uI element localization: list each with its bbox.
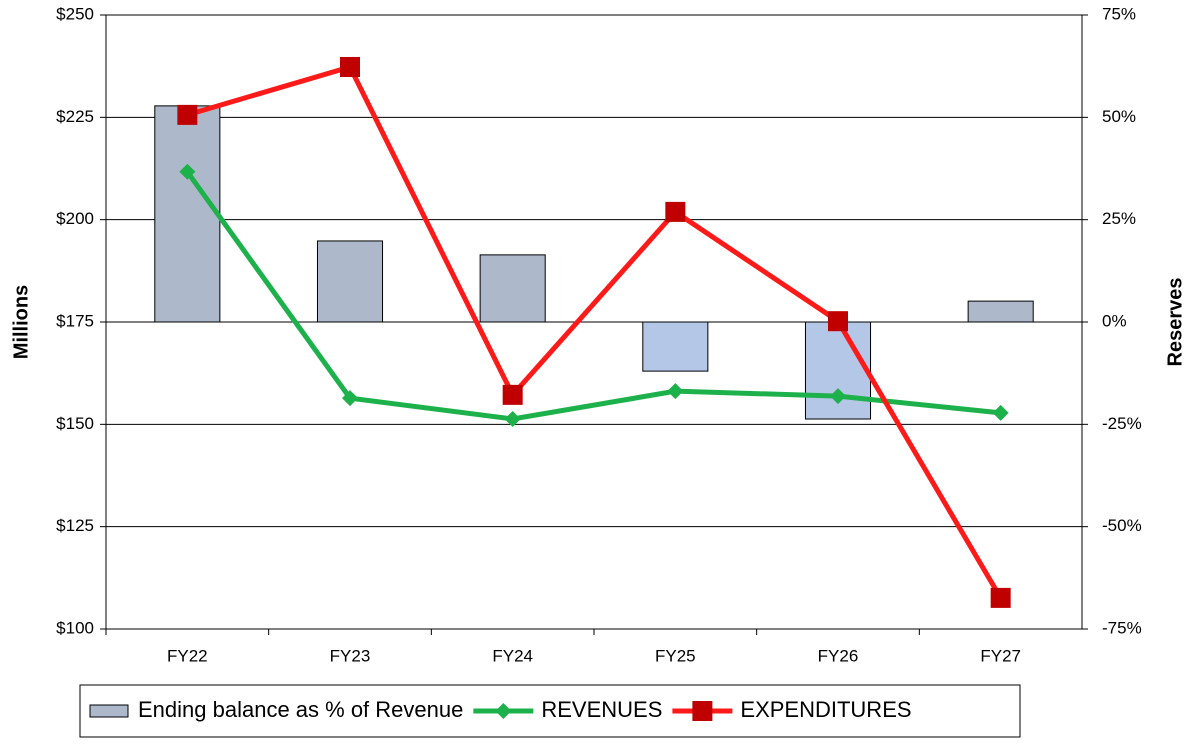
legend-swatch [89,704,129,718]
y2-axis-label: Reserves [1164,278,1186,367]
x-tick-label: FY27 [980,646,1021,665]
y2-tick-label: -25% [1102,414,1142,433]
point [828,311,848,332]
x-tick-label: FY23 [330,646,371,665]
y-tick-label: $225 [56,107,94,126]
line [185,170,1001,422]
point [992,404,1009,421]
y2-tick-label: 50% [1102,107,1136,126]
bar [479,254,546,323]
y2-tick-label: 75% [1102,4,1136,23]
bar [316,240,384,323]
point [340,56,360,77]
point [342,390,358,407]
legend-marker [692,701,713,721]
y-tick-label: $200 [56,209,94,228]
x-tick-label: FY22 [167,646,208,665]
point [830,388,846,405]
bar [967,300,1034,323]
legend-box [79,684,1021,738]
y2-tick-label: 25% [1102,209,1136,228]
y-tick-label: $150 [56,414,94,433]
x-tick-label: FY25 [655,646,696,665]
point [990,587,1011,608]
legend-marker [495,703,512,719]
point [504,411,521,428]
y2-tick-label: 0% [1102,311,1127,330]
y2-tick-label: -75% [1102,618,1142,637]
point [667,383,684,400]
y-tick-label: $125 [56,516,94,535]
point [179,163,196,180]
legend-label: Ending balance as % of Revenue [138,697,463,722]
x-tick-label: FY24 [492,646,533,665]
y-tick-label: $100 [56,618,94,637]
point [502,384,523,405]
y-axis-label: Millions [10,285,32,359]
legend-label: REVENUES [541,697,662,722]
bar [154,105,221,323]
line [186,63,1003,600]
point [665,201,686,222]
legend-label: EXPENDITURES [740,697,911,722]
point [177,104,198,125]
bar [642,321,709,372]
y-tick-label: $250 [56,4,94,23]
y2-tick-label: -50% [1102,516,1142,535]
x-tick-label: FY26 [818,646,859,665]
bar [804,321,872,420]
y-tick-label: $175 [56,311,94,330]
